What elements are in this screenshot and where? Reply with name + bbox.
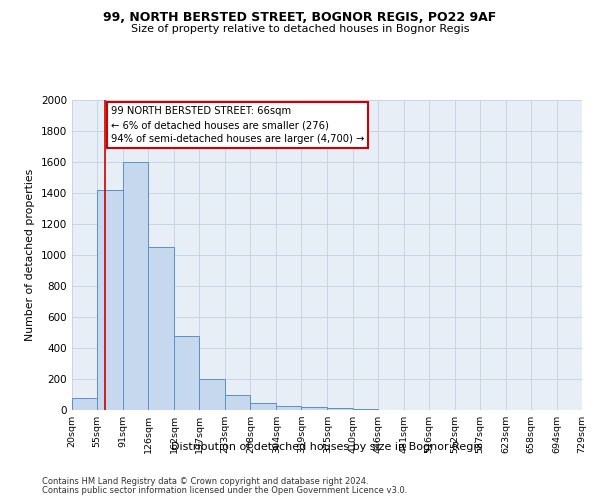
Text: 99 NORTH BERSTED STREET: 66sqm
← 6% of detached houses are smaller (276)
94% of : 99 NORTH BERSTED STREET: 66sqm ← 6% of d…: [111, 106, 364, 144]
Bar: [250, 403, 276, 410]
Bar: [276, 406, 301, 410]
Bar: [72, 398, 97, 410]
Text: Contains public sector information licensed under the Open Government Licence v3: Contains public sector information licen…: [42, 486, 407, 495]
Bar: [225, 394, 250, 410]
Bar: [174, 336, 199, 410]
Bar: [353, 409, 379, 410]
Bar: [97, 190, 123, 410]
Bar: [328, 408, 353, 410]
Text: 99, NORTH BERSTED STREET, BOGNOR REGIS, PO22 9AF: 99, NORTH BERSTED STREET, BOGNOR REGIS, …: [103, 11, 497, 24]
Y-axis label: Number of detached properties: Number of detached properties: [25, 169, 35, 341]
Text: Size of property relative to detached houses in Bognor Regis: Size of property relative to detached ho…: [131, 24, 469, 34]
Text: Contains HM Land Registry data © Crown copyright and database right 2024.: Contains HM Land Registry data © Crown c…: [42, 477, 368, 486]
Text: Distribution of detached houses by size in Bognor Regis: Distribution of detached houses by size …: [172, 442, 482, 452]
Bar: [123, 162, 148, 410]
Bar: [199, 379, 225, 410]
Bar: [301, 407, 328, 410]
Bar: [148, 247, 174, 410]
